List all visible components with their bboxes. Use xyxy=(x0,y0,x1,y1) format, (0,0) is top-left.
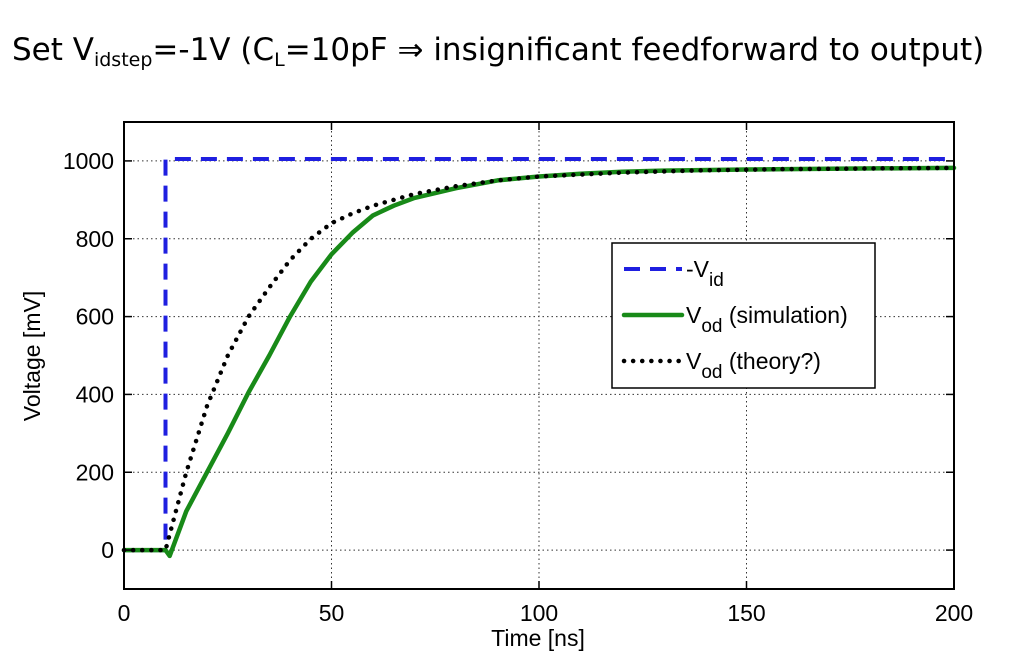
y-tick-label: 1000 xyxy=(63,148,114,174)
title-arrow: =10pF ⇒ xyxy=(284,32,424,68)
x-tick-label: 100 xyxy=(520,600,558,626)
x-tick-label: 0 xyxy=(118,600,131,626)
series-lines xyxy=(121,157,957,559)
axis-ticks xyxy=(123,122,955,589)
legend-label-2: Vod (simulation) xyxy=(686,302,848,337)
legend-label-1: -Vid xyxy=(686,256,724,291)
legend: -Vid Vod (simulation) Vod (theory?) xyxy=(611,242,876,389)
y-tick-label: 200 xyxy=(76,459,114,485)
title-subscript-idstep: idstep xyxy=(93,49,153,71)
y-tick-label: 600 xyxy=(76,304,114,330)
x-axis-label: Time [ns] xyxy=(491,625,585,651)
y-tick-label: 400 xyxy=(76,381,114,407)
tick-labels: 0 50 100 150 200 0 200 400 600 800 1000 xyxy=(63,148,973,626)
y-tick-label: 0 xyxy=(101,537,114,563)
title-subscript-L: L xyxy=(274,49,285,71)
series-line-3 xyxy=(121,165,957,553)
x-tick-label: 200 xyxy=(935,600,973,626)
x-tick-label: 50 xyxy=(319,600,345,626)
series-line-1 xyxy=(124,157,954,553)
title-suffix: insignificant feedforward to output) xyxy=(423,32,985,68)
legend-label-3: Vod (theory?) xyxy=(686,348,821,383)
y-tick-label: 800 xyxy=(76,226,114,252)
y-axis-label: Voltage [mV] xyxy=(19,291,45,421)
x-tick-label: 150 xyxy=(727,600,765,626)
title-prefix: Set V xyxy=(12,32,94,68)
title-mid: =-1V (C xyxy=(152,32,275,68)
slide-title: Set Vidstep=-1V (CL=10pF ⇒ insignificant… xyxy=(12,28,1012,72)
